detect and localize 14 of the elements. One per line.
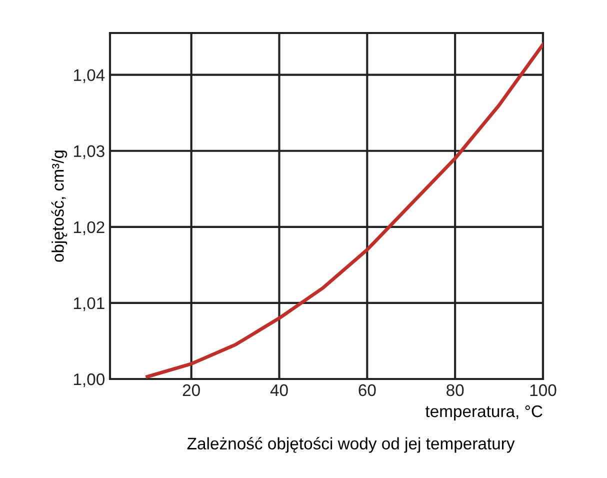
text: Zależność objętości wody od jej temperatury [187, 437, 515, 453]
y-tick-label: 1,04 [74, 69, 105, 83]
x-axis-title: temperatura, °C [425, 405, 542, 420]
x-tick-label: 60 [358, 384, 376, 396]
y-tick-label: 1,03 [74, 145, 104, 160]
x-tick-label: 20 [182, 384, 200, 396]
line-series [146, 42, 543, 378]
y-tick-label: 1,02 [74, 221, 104, 236]
y-tick-label: 1,00 [74, 373, 104, 388]
x-tick-label: 100 [530, 384, 556, 396]
x-tick-label: 80 [446, 384, 464, 396]
x-tick-label: 40 [270, 384, 288, 396]
y-axis-title: objętość, cm³/g [51, 150, 68, 262]
y-tick-label: 1,01 [74, 297, 104, 312]
